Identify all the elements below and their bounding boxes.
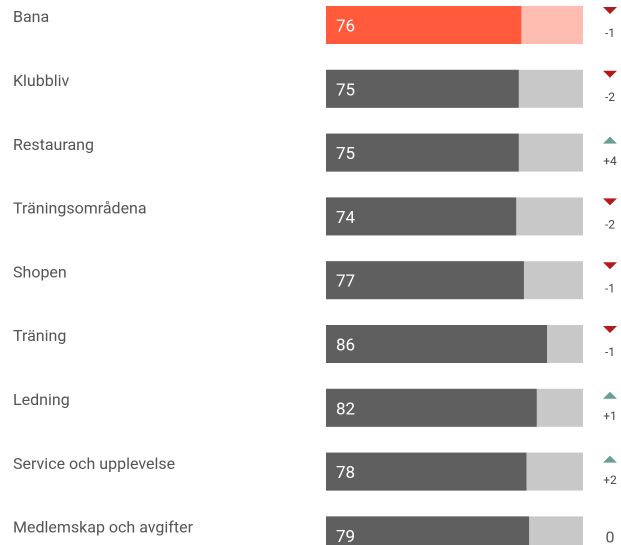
- category-label: Klubbliv: [13, 71, 70, 90]
- change-label: -1: [605, 26, 615, 40]
- category-label: Träningsområdena: [13, 199, 147, 218]
- change-label: -1: [605, 345, 615, 359]
- change-label: -2: [605, 218, 615, 232]
- category-label: Ledning: [13, 390, 70, 409]
- arrow-up: [603, 136, 617, 144]
- bar: [326, 6, 522, 44]
- bar: [326, 133, 519, 172]
- arrow-down: [603, 262, 617, 270]
- arrow-down: [603, 70, 617, 78]
- change-label: 0: [606, 528, 615, 545]
- category-label: Medlemskap och avgifter: [13, 518, 194, 537]
- value-label: 79: [336, 527, 355, 545]
- value-label: 76: [336, 16, 355, 36]
- category-label: Service och upplevelse: [13, 454, 175, 473]
- change-label: +1: [603, 409, 617, 423]
- category-label: Restaurang: [13, 135, 94, 154]
- value-label: 75: [336, 80, 355, 100]
- bar: [326, 452, 527, 491]
- bar: [326, 516, 530, 545]
- arrow-down: [603, 198, 617, 206]
- arrow-up: [603, 391, 617, 399]
- change-label: -2: [605, 90, 615, 104]
- category-label: Shopen: [13, 262, 67, 281]
- value-label: 77: [336, 272, 355, 292]
- category-label: Träning: [13, 326, 66, 345]
- arrow-down: [603, 7, 617, 14]
- bar: [326, 197, 517, 236]
- category-label: Bana: [13, 7, 49, 26]
- arrow-down: [603, 326, 617, 333]
- bar: [326, 261, 524, 300]
- value-label: 86: [336, 335, 355, 355]
- bar: [326, 388, 537, 427]
- value-label: 75: [336, 144, 355, 164]
- bar: [326, 325, 548, 363]
- bar: [326, 69, 519, 108]
- change-label: +4: [603, 154, 617, 168]
- value-label: 74: [336, 208, 356, 228]
- change-label: -1: [605, 281, 615, 295]
- arrow-up: [603, 455, 617, 463]
- change-label: +2: [603, 473, 617, 487]
- value-label: 82: [336, 399, 355, 419]
- value-label: 78: [336, 463, 355, 483]
